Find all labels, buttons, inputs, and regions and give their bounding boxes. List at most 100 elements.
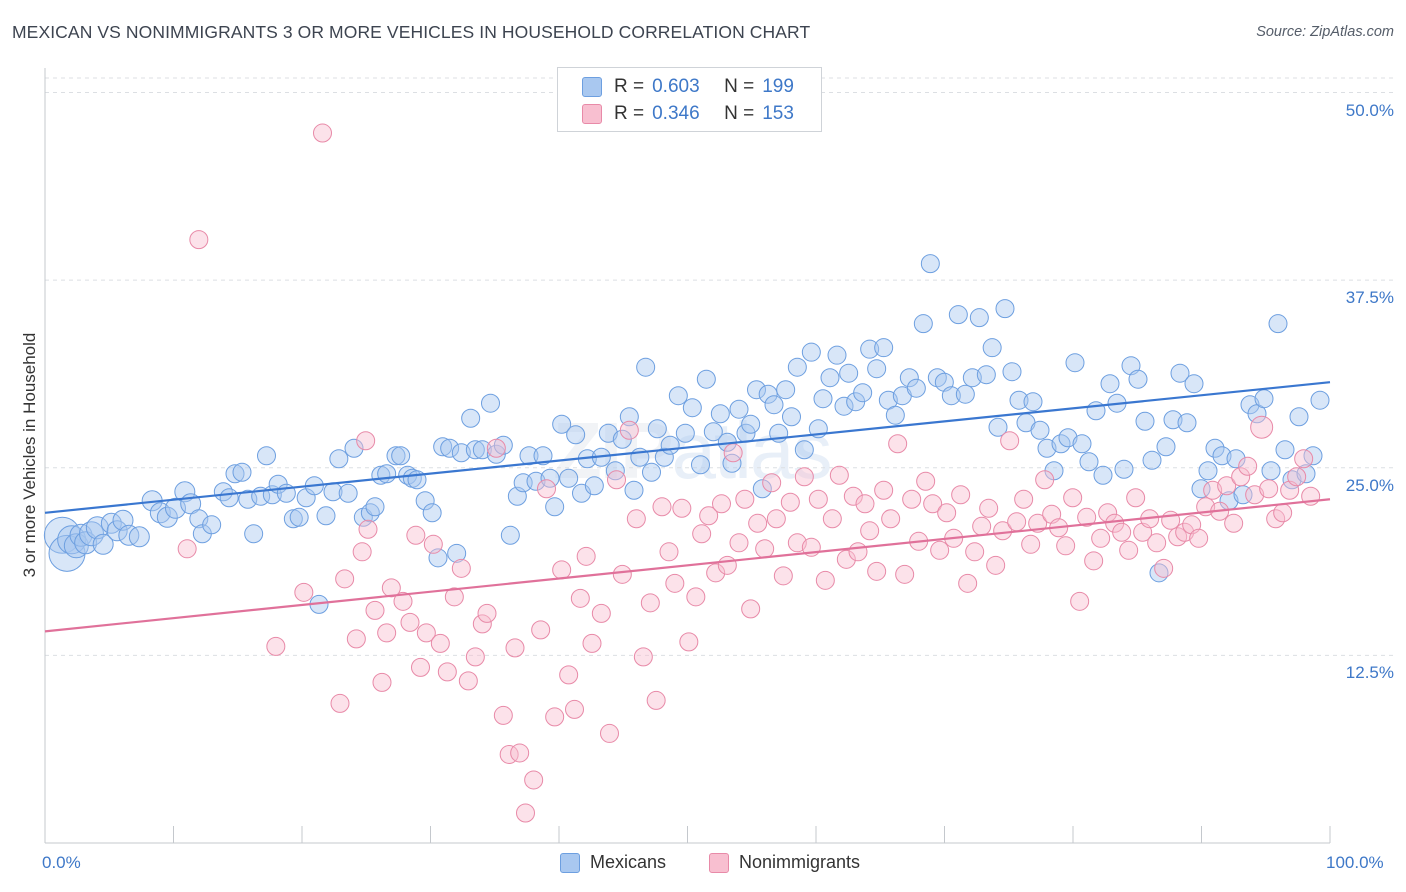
point-mexicans xyxy=(920,254,940,274)
source-label: Source: ZipAtlas.com xyxy=(1256,24,1394,40)
watermark-atlas: atlas xyxy=(671,406,832,495)
point-nonimmigrants xyxy=(516,803,535,823)
point-mexicans xyxy=(189,509,209,529)
point-mexicans xyxy=(433,437,453,457)
point-nonimmigrants xyxy=(607,470,626,490)
point-mexicans xyxy=(213,482,233,502)
point-mexicans xyxy=(969,308,989,328)
point-nonimmigrants xyxy=(356,431,376,451)
point-nonimmigrants xyxy=(755,539,775,559)
point-mexicans xyxy=(1275,440,1295,460)
point-nonimmigrants xyxy=(411,657,430,677)
point-nonimmigrants xyxy=(1014,489,1034,509)
point-nonimmigrants xyxy=(358,519,378,539)
point-nonimmigrants xyxy=(1126,488,1146,508)
point-nonimmigrants xyxy=(365,600,385,620)
point-nonimmigrants xyxy=(626,509,646,529)
point-nonimmigrants xyxy=(352,542,372,562)
point-mexicans xyxy=(962,368,982,388)
point-nonimmigrants xyxy=(177,539,197,559)
point-mexicans xyxy=(422,503,442,523)
point-nonimmigrants xyxy=(423,534,443,554)
legend-n-value: 153 xyxy=(762,103,794,124)
point-mexicans xyxy=(481,393,500,413)
point-nonimmigrants xyxy=(937,503,957,523)
point-mexicans xyxy=(598,423,618,443)
point-mexicans xyxy=(758,384,778,404)
point-nonimmigrants xyxy=(646,690,666,710)
bottom-legend-swatch-mexicans xyxy=(560,852,580,873)
point-mexicans xyxy=(913,314,933,334)
point-mexicans xyxy=(948,305,968,325)
point-nonimmigrants xyxy=(465,647,485,667)
point-nonimmigrants xyxy=(699,506,719,526)
point-mexicans xyxy=(257,446,276,466)
point-mexicans xyxy=(1198,461,1218,481)
point-nonimmigrants xyxy=(406,525,426,545)
point-nonimmigrants xyxy=(444,587,464,607)
legend-row-nonimmigrants: R = 0.346 N = 153 xyxy=(582,101,794,127)
bottom-legend-nonimmigrants: Nonimmigrants xyxy=(709,852,860,873)
point-nonimmigrants xyxy=(416,623,436,643)
point-mexicans xyxy=(885,405,905,425)
point-nonimmigrants xyxy=(499,744,519,764)
y-tick-label: 37.5% xyxy=(1345,288,1394,308)
point-nonimmigrants xyxy=(552,560,572,580)
point-nonimmigrants xyxy=(1070,591,1090,611)
point-nonimmigrants xyxy=(372,672,392,692)
point-nonimmigrants xyxy=(565,699,584,719)
point-nonimmigrants xyxy=(1287,467,1307,487)
point-mexicans xyxy=(584,476,604,496)
point-nonimmigrants xyxy=(843,486,863,506)
point-mexicans xyxy=(1163,410,1183,430)
point-nonimmigrants xyxy=(729,533,749,553)
point-nonimmigrants xyxy=(1250,415,1274,439)
bottom-legend-label: Nonimmigrants xyxy=(739,852,861,872)
point-mexicans xyxy=(722,453,742,473)
bottom-legend-mexicans: Mexicans xyxy=(560,852,666,873)
point-mexicans xyxy=(801,342,821,362)
point-nonimmigrants xyxy=(1224,513,1244,533)
legend-swatch-nonimmigrants xyxy=(582,104,602,124)
point-nonimmigrants xyxy=(591,603,611,623)
point-nonimmigrants xyxy=(576,546,596,566)
point-nonimmigrants xyxy=(958,573,978,593)
point-nonimmigrants xyxy=(965,542,985,562)
point-nonimmigrants xyxy=(313,123,332,143)
point-nonimmigrants xyxy=(505,638,525,658)
y-tick-label: 50.0% xyxy=(1345,100,1394,120)
point-nonimmigrants xyxy=(652,497,672,517)
point-nonimmigrants xyxy=(1175,522,1195,542)
point-nonimmigrants xyxy=(1217,476,1237,496)
point-nonimmigrants xyxy=(829,465,849,485)
point-nonimmigrants xyxy=(451,558,471,578)
point-mexicans xyxy=(202,515,222,535)
point-nonimmigrants xyxy=(189,230,209,250)
point-mexicans xyxy=(682,398,702,418)
point-nonimmigrants xyxy=(692,524,712,544)
point-mexicans xyxy=(941,386,961,406)
point-mexicans xyxy=(1177,413,1197,433)
point-mexicans xyxy=(415,491,435,511)
point-mexicans xyxy=(741,414,761,434)
point-mexicans xyxy=(1100,374,1120,394)
point-nonimmigrants xyxy=(979,498,999,518)
point-mexicans xyxy=(386,446,406,466)
point-nonimmigrants xyxy=(665,573,685,593)
point-mexicans xyxy=(703,422,723,442)
point-nonimmigrants xyxy=(951,485,971,505)
point-mexicans xyxy=(244,524,264,544)
point-mexicans xyxy=(988,417,1008,437)
point-nonimmigrants xyxy=(400,612,420,632)
point-mexicans xyxy=(1128,369,1148,389)
point-mexicans xyxy=(1156,437,1176,457)
point-nonimmigrants xyxy=(986,555,1006,575)
point-mexicans xyxy=(813,389,833,409)
point-mexicans xyxy=(559,468,579,488)
point-mexicans xyxy=(1079,452,1099,472)
point-nonimmigrants xyxy=(855,494,875,514)
point-mexicans xyxy=(174,481,196,503)
point-nonimmigrants xyxy=(930,540,950,560)
point-mexicans xyxy=(1212,446,1232,466)
point-nonimmigrants xyxy=(472,614,492,634)
